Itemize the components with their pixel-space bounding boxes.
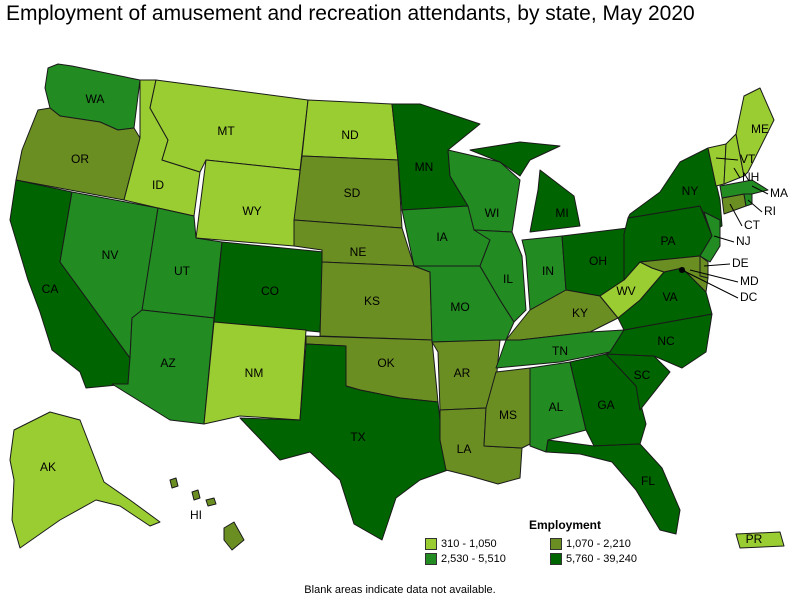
leader-line-NJ (713, 235, 735, 243)
state-label-MS: MS (499, 408, 517, 422)
legend-label: 2,530 - 5,510 (441, 553, 506, 565)
state-label-SD: SD (344, 186, 361, 200)
legend-label: 5,760 - 39,240 (566, 553, 637, 565)
state-label-WA: WA (86, 92, 105, 106)
state-label-NH: NH (742, 170, 759, 184)
state-label-AK: AK (40, 460, 56, 474)
state-label-ME: ME (751, 122, 769, 136)
state-label-OR: OR (71, 152, 89, 166)
leader-line-MD (689, 269, 739, 283)
leader-line-DE (703, 263, 731, 267)
leader-line-NH (733, 167, 741, 179)
leader-line-MA (751, 185, 769, 195)
legend: Employment 310 - 1,050 1,070 - 2,210 2,5… (425, 518, 665, 565)
state-AK[interactable] (9, 411, 161, 549)
state-label-OK: OK (377, 356, 394, 370)
state-label-MA: MA (770, 186, 788, 200)
state-label-DC: DC (740, 290, 758, 304)
state-label-FL: FL (641, 474, 655, 488)
state-label-IN: IN (542, 264, 554, 278)
state-MA[interactable] (719, 179, 769, 199)
state-FL[interactable] (545, 439, 681, 535)
footnote: Blank areas indicate data not available. (304, 584, 496, 596)
state-label-TN: TN (552, 344, 568, 358)
state-ME[interactable] (735, 87, 775, 177)
state-NM[interactable] (203, 321, 307, 425)
leader-line-DC (681, 269, 739, 299)
state-label-TX: TX (350, 430, 365, 444)
state-TX[interactable] (239, 343, 449, 541)
state-label-IA: IA (436, 230, 447, 244)
state-PR[interactable] (735, 531, 785, 549)
state-label-PA: PA (660, 234, 675, 248)
state-MI[interactable] (469, 141, 581, 233)
state-IL[interactable] (473, 229, 527, 323)
state-label-WI: WI (485, 206, 500, 220)
state-label-NY: NY (682, 184, 699, 198)
state-label-HI: HI (190, 508, 202, 522)
state-label-LA: LA (457, 442, 472, 456)
legend-swatch (550, 538, 562, 550)
state-NY[interactable] (627, 147, 723, 233)
state-label-NV: NV (102, 248, 119, 262)
state-label-AR: AR (454, 366, 471, 380)
state-label-OH: OH (589, 254, 607, 268)
legend-item-bin-1: 310 - 1,050 (425, 538, 550, 550)
state-label-NJ: NJ (736, 234, 751, 248)
state-label-KS: KS (364, 294, 380, 308)
legend-item-bin-3: 2,530 - 5,510 (425, 553, 550, 565)
state-label-ND: ND (341, 128, 359, 142)
legend-title: Employment (528, 518, 601, 532)
state-label-WY: WY (242, 204, 261, 218)
legend-item-bin-2: 1,070 - 2,210 (550, 538, 675, 550)
state-label-ID: ID (152, 178, 164, 192)
state-NJ[interactable] (699, 211, 721, 263)
state-MD[interactable] (639, 255, 709, 293)
state-label-DE: DE (732, 256, 749, 270)
state-label-AZ: AZ (160, 356, 175, 370)
state-label-CO: CO (261, 284, 279, 298)
leader-line-RI (747, 199, 763, 213)
state-label-MD: MD (740, 274, 759, 288)
legend-label: 1,070 - 2,210 (566, 538, 631, 550)
state-TN[interactable] (495, 329, 625, 369)
state-label-NC: NC (657, 334, 675, 348)
state-label-MI: MI (555, 206, 568, 220)
state-label-VT: VT (740, 152, 756, 166)
state-label-KY: KY (572, 306, 588, 320)
leader-line-CT (729, 203, 743, 227)
state-label-PR: PR (746, 532, 763, 546)
state-label-IL: IL (503, 272, 513, 286)
state-label-MN: MN (415, 160, 434, 174)
state-label-NE: NE (350, 245, 367, 259)
state-label-WV: WV (616, 284, 635, 298)
state-label-MT: MT (217, 124, 235, 138)
state-label-UT: UT (174, 264, 191, 278)
state-label-CT: CT (744, 218, 761, 232)
leader-line-VT (715, 157, 739, 161)
legend-label: 310 - 1,050 (441, 538, 497, 550)
legend-swatch (425, 538, 437, 550)
legend-item-bin-4: 5,760 - 39,240 (550, 553, 675, 565)
state-label-NM: NM (245, 366, 264, 380)
map-title: Employment of amusement and recreation a… (6, 2, 695, 25)
state-label-AL: AL (549, 400, 564, 414)
state-label-VA: VA (662, 290, 677, 304)
state-label-SC: SC (634, 368, 651, 382)
state-label-MO: MO (450, 300, 469, 314)
state-label-RI: RI (764, 204, 776, 218)
state-HI[interactable] (169, 477, 245, 551)
state-label-GA: GA (597, 398, 614, 412)
state-label-CA: CA (42, 282, 59, 296)
legend-swatch (550, 553, 562, 565)
state-WY[interactable] (195, 159, 301, 247)
dc-marker-dot (679, 267, 685, 273)
legend-swatch (425, 553, 437, 565)
